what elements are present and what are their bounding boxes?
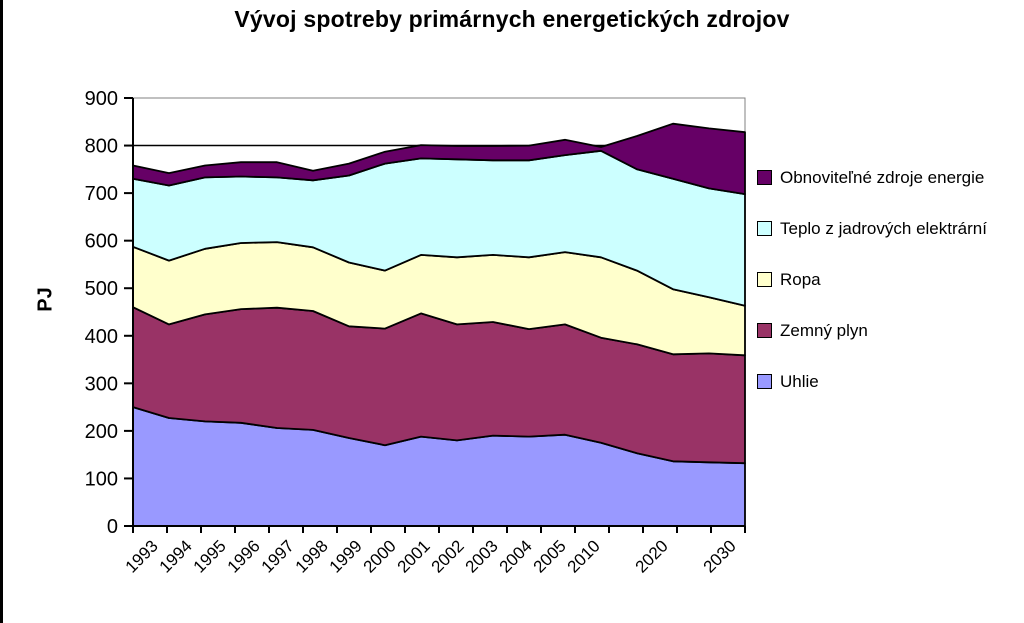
legend-item-zemny-plyn: Zemný plyn xyxy=(757,305,987,356)
x-tick-label-2005: 2005 xyxy=(530,536,570,576)
x-tick-label-2000: 2000 xyxy=(360,536,400,576)
y-tick-label-300: 300 xyxy=(85,373,118,395)
x-tick-label-2003: 2003 xyxy=(462,536,502,576)
x-tick-label-2001: 2001 xyxy=(394,536,434,576)
x-tick-label-2010: 2010 xyxy=(564,536,604,576)
legend-item-uhlie: Uhlie xyxy=(757,356,987,407)
page-left-border xyxy=(0,0,3,623)
legend-label-obnovitelne-zdroje-energie: Obnoviteľné zdroje energie xyxy=(780,167,985,187)
legend-label-uhlie: Uhlie xyxy=(780,371,819,391)
y-axis-title: PJ xyxy=(34,287,57,312)
y-tick-label-0: 0 xyxy=(107,516,118,538)
x-tick-label-1998: 1998 xyxy=(292,536,332,576)
legend-swatch-uhlie xyxy=(757,374,772,389)
x-tick-label-2030: 2030 xyxy=(700,536,740,576)
y-tick-label-400: 400 xyxy=(85,326,118,348)
legend-item-ropa: Ropa xyxy=(757,254,987,305)
legend-label-zemny-plyn: Zemný plyn xyxy=(780,320,868,340)
y-tick-label-200: 200 xyxy=(85,421,118,443)
chart-title: Vývoj spotreby primárnych energetických … xyxy=(234,6,790,32)
legend: Obnoviteľné zdroje energie Teplo z jadrov… xyxy=(757,152,987,407)
legend-swatch-ropa xyxy=(757,272,772,287)
legend-swatch-teplo-z-jadrovych-elektrarni xyxy=(757,221,772,236)
x-tick-label-2002: 2002 xyxy=(428,536,468,576)
y-tick-label-700: 700 xyxy=(85,183,118,205)
y-tick-label-600: 600 xyxy=(85,231,118,253)
legend-label-teplo-z-jadrovych-elektrarni: Teplo z jadrových elektrární xyxy=(780,218,987,238)
legend-item-obnovitelne-zdroje-energie: Obnoviteľné zdroje energie xyxy=(757,152,987,203)
legend-swatch-obnovitelne-zdroje-energie xyxy=(757,170,772,185)
y-tick-label-800: 800 xyxy=(85,136,118,158)
area-obnovitelne-zdroje-energie xyxy=(132,122,746,196)
x-tick-label-1995: 1995 xyxy=(190,536,230,576)
legend-label-ropa: Ropa xyxy=(780,269,821,289)
x-tick-label-2004: 2004 xyxy=(496,536,536,576)
x-tick-label-1993: 1993 xyxy=(122,536,162,576)
legend-swatch-zemny-plyn xyxy=(757,323,772,338)
x-tick-label-1997: 1997 xyxy=(258,536,298,576)
y-tick-label-500: 500 xyxy=(85,278,118,300)
x-tick-label-1999: 1999 xyxy=(326,536,366,576)
x-tick-label-2020: 2020 xyxy=(632,536,672,576)
x-tick-label-1994: 1994 xyxy=(156,536,196,576)
legend-item-teplo-z-jadrovych-elektrarni: Teplo z jadrových elektrární xyxy=(757,203,987,254)
x-tick-label-1996: 1996 xyxy=(224,536,264,576)
y-tick-label-100: 100 xyxy=(85,468,118,490)
y-tick-label-900: 900 xyxy=(85,88,118,110)
